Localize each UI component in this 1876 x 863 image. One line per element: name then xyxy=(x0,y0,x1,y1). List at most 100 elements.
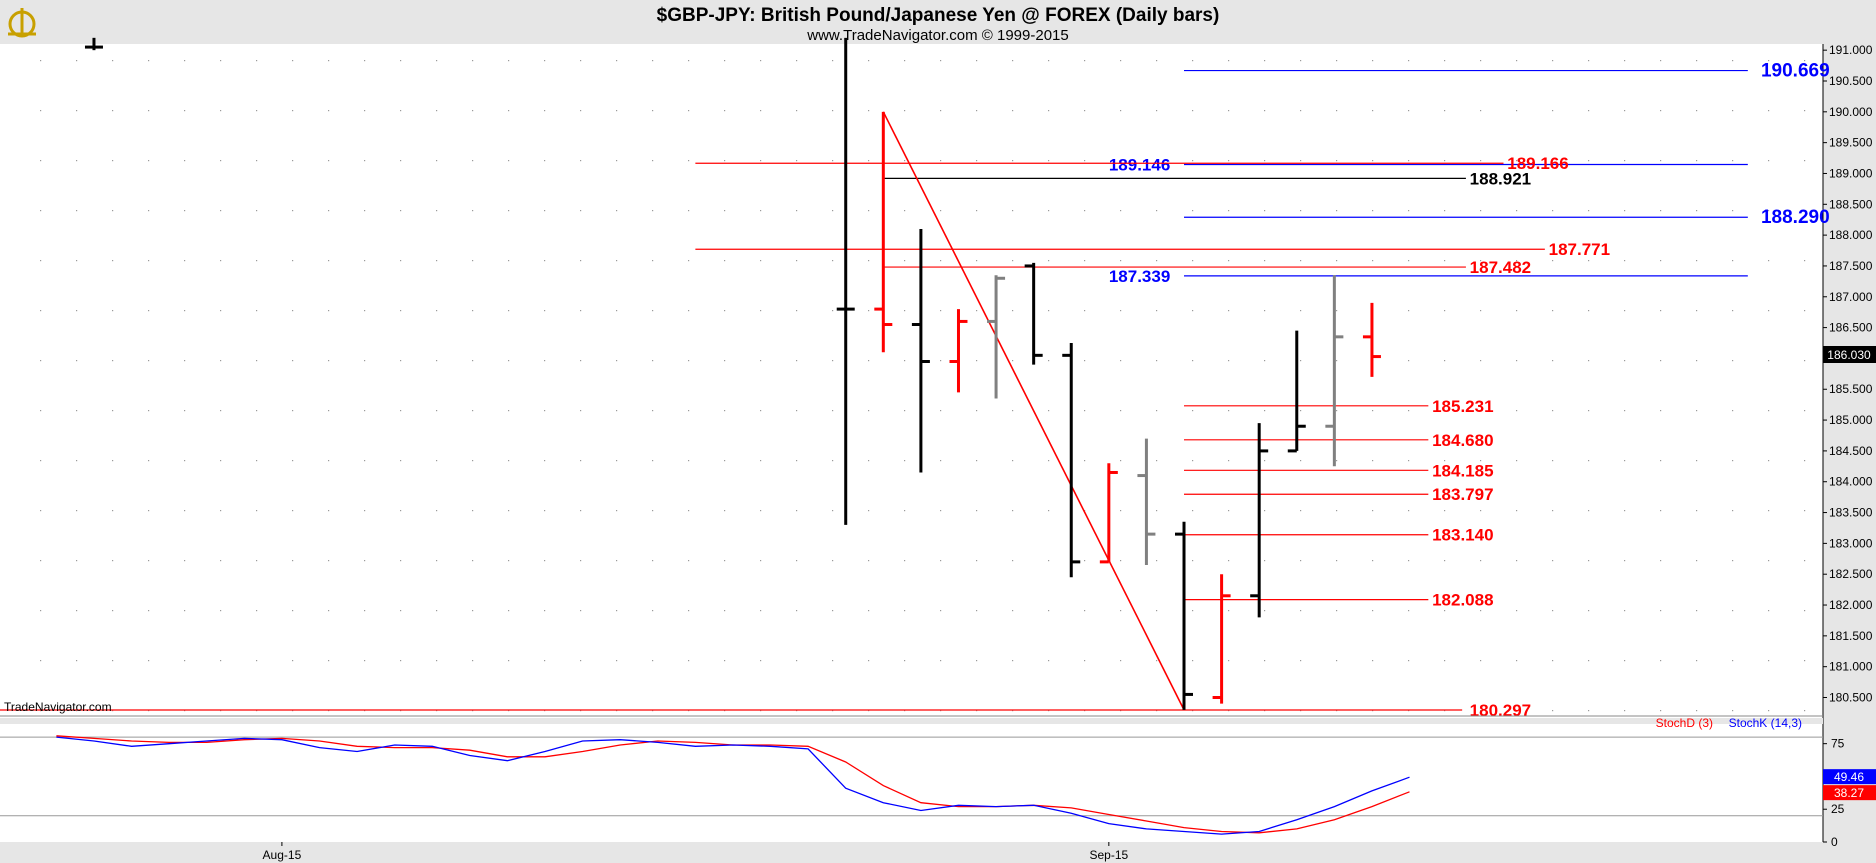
grid-dot xyxy=(76,310,78,312)
grid-dot xyxy=(616,360,618,362)
grid-dot xyxy=(76,560,78,562)
grid-dot xyxy=(724,410,726,412)
grid-dot xyxy=(400,60,402,62)
level-label-188.921: 188.921 xyxy=(1470,169,1531,188)
grid-dot xyxy=(184,110,186,112)
grid-dot xyxy=(1408,410,1410,412)
grid-dot xyxy=(292,260,294,262)
grid-dot xyxy=(1120,310,1122,312)
grid-dot xyxy=(1588,560,1590,562)
grid-dot xyxy=(1552,360,1554,362)
grid-dot xyxy=(688,510,690,512)
grid-dot xyxy=(544,260,546,262)
grid-dot xyxy=(472,360,474,362)
grid-dot xyxy=(328,110,330,112)
grid-dot xyxy=(580,210,582,212)
grid-dot xyxy=(1084,310,1086,312)
grid-dot xyxy=(1804,560,1806,562)
ohlc-bar xyxy=(1250,423,1269,618)
grid-dot xyxy=(1084,610,1086,612)
grid-dot xyxy=(940,510,942,512)
grid-dot xyxy=(868,360,870,362)
grid-dot xyxy=(544,210,546,212)
grid-dot xyxy=(40,610,42,612)
grid-dot xyxy=(1156,160,1158,162)
grid-dot xyxy=(1408,560,1410,562)
grid-dot xyxy=(1084,260,1086,262)
grid-dot xyxy=(40,210,42,212)
grid-dot xyxy=(364,260,366,262)
grid-dot xyxy=(1588,710,1590,712)
grid-dot xyxy=(1516,360,1518,362)
grid-dot xyxy=(724,110,726,112)
grid-dot xyxy=(76,460,78,462)
grid-dot xyxy=(1372,460,1374,462)
grid-dot xyxy=(1804,160,1806,162)
level-label-189.146: 189.146 xyxy=(1109,155,1170,174)
grid-dot xyxy=(760,660,762,662)
grid-dot xyxy=(508,510,510,512)
grid-dot xyxy=(1156,110,1158,112)
grid-dot xyxy=(976,410,978,412)
grid-dot xyxy=(796,360,798,362)
grid-dot xyxy=(1552,260,1554,262)
price-tick-label: 185.500 xyxy=(1829,382,1873,396)
price-tick-label: 183.000 xyxy=(1829,536,1873,550)
grid-dot xyxy=(148,560,150,562)
grid-dot xyxy=(1084,110,1086,112)
grid-dot xyxy=(724,460,726,462)
stochk-legend: StochK (14,3) xyxy=(1729,716,1802,730)
price-tick-label: 187.500 xyxy=(1829,259,1873,273)
watermark: TradeNavigator.com xyxy=(4,700,112,714)
grid-dot xyxy=(148,160,150,162)
grid-dot xyxy=(1048,160,1050,162)
grid-dot xyxy=(976,460,978,462)
grid-dot xyxy=(544,610,546,612)
level-label-183.140: 183.140 xyxy=(1432,526,1493,545)
grid-dot xyxy=(1732,410,1734,412)
grid-dot xyxy=(1012,510,1014,512)
grid-dot xyxy=(40,360,42,362)
grid-dot xyxy=(1660,210,1662,212)
grid-dot xyxy=(688,210,690,212)
grid-dot xyxy=(256,660,258,662)
grid-dot xyxy=(1660,710,1662,712)
grid-dot xyxy=(256,210,258,212)
grid-dot xyxy=(1372,110,1374,112)
grid-dot xyxy=(1624,60,1626,62)
grid-dot xyxy=(1156,560,1158,562)
grid-dot xyxy=(1012,310,1014,312)
grid-dot xyxy=(328,360,330,362)
price-tick-label: 184.000 xyxy=(1829,475,1873,489)
grid-dots xyxy=(40,60,1806,712)
grid-dot xyxy=(1408,460,1410,462)
grid-dot xyxy=(904,510,906,512)
grid-dot xyxy=(1156,210,1158,212)
grid-dot xyxy=(1012,460,1014,462)
price-tick-label: 183.500 xyxy=(1829,506,1873,520)
ohlc-bar xyxy=(1325,275,1344,467)
grid-dot xyxy=(148,460,150,462)
grid-dot xyxy=(652,310,654,312)
grid-dot xyxy=(1084,460,1086,462)
grid-dot xyxy=(1228,260,1230,262)
grid-dot xyxy=(400,660,402,662)
grid-dot xyxy=(1120,160,1122,162)
grid-dot xyxy=(1552,610,1554,612)
grid-dot xyxy=(1516,410,1518,412)
grid-dot xyxy=(472,110,474,112)
grid-dot xyxy=(1768,610,1770,612)
grid-dot xyxy=(1228,360,1230,362)
grid-dot xyxy=(1768,310,1770,312)
grid-dot xyxy=(1444,510,1446,512)
grid-dot xyxy=(364,160,366,162)
grid-dot xyxy=(1264,360,1266,362)
grid-dot xyxy=(760,110,762,112)
grid-dot xyxy=(616,610,618,612)
grid-dot xyxy=(832,160,834,162)
grid-dot xyxy=(688,610,690,612)
grid-dot xyxy=(1372,210,1374,212)
grid-dot xyxy=(580,110,582,112)
grid-dot xyxy=(112,460,114,462)
grid-dot xyxy=(652,260,654,262)
